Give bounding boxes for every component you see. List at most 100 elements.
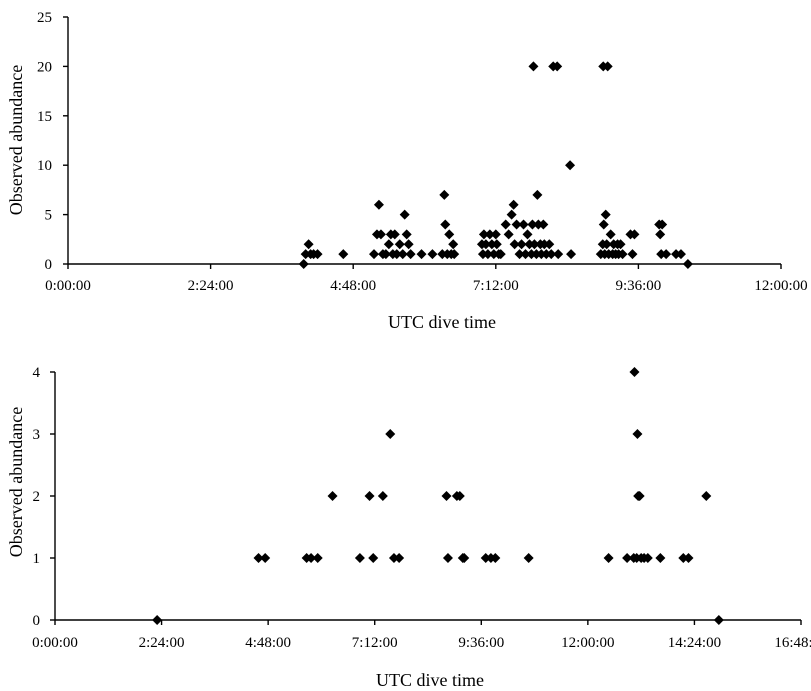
data-point [490, 553, 501, 563]
x-tick-label: 0:00:00 [45, 278, 91, 294]
x-tick-label: 12:00:00 [754, 278, 807, 294]
data-point [600, 209, 611, 220]
data-point [368, 553, 379, 563]
data-point [327, 491, 338, 501]
data-point [394, 553, 405, 563]
data-point [629, 367, 640, 377]
data-point [629, 229, 640, 240]
data-point [642, 553, 653, 563]
data-point [354, 553, 365, 563]
bottom-points [152, 367, 724, 625]
y-tick-label: 4 [33, 365, 41, 381]
data-point [380, 249, 391, 260]
x-tick-label: 9:36:00 [458, 635, 504, 651]
data-point [601, 239, 612, 250]
chart-bottom: 0 1 2 3 4 0:00:00 2:24:00 4:48:00 7:12:00 9:36:0… [6, 365, 811, 690]
data-point [306, 553, 317, 563]
x-tick-label: 9:36:00 [615, 278, 661, 294]
data-point [544, 239, 555, 250]
data-point [459, 553, 470, 563]
y-tick-label: 0 [45, 257, 53, 273]
data-point [441, 491, 452, 501]
data-point [678, 553, 689, 563]
y-tick-label: 20 [37, 59, 52, 75]
data-point [377, 491, 388, 501]
data-point [518, 219, 529, 230]
top-x-axis: 0:00:00 2:24:00 4:48:00 7:12:00 9:36:00 12:00… [45, 263, 808, 294]
data-point [675, 249, 686, 260]
data-point [442, 553, 453, 563]
x-tick-label: 14:24:00 [668, 635, 721, 651]
y-tick-label: 5 [45, 208, 53, 224]
x-tick-label: 7:12:00 [473, 278, 519, 294]
data-point [514, 249, 525, 260]
x-tick-label: 12:00:00 [561, 635, 614, 651]
data-point [427, 249, 438, 260]
y-tick-label: 0 [33, 613, 41, 629]
top-points [298, 61, 693, 269]
data-point [364, 491, 375, 501]
data-point [657, 219, 668, 230]
data-point [528, 61, 539, 72]
y-tick-label: 1 [33, 551, 41, 567]
data-point [440, 219, 451, 230]
data-point [448, 239, 459, 250]
data-point [253, 553, 264, 563]
data-point [605, 229, 616, 240]
x-tick-label: 0:00:00 [32, 635, 78, 651]
data-point [529, 239, 540, 250]
data-point [394, 239, 405, 250]
data-point [522, 229, 533, 240]
data-point [553, 249, 564, 260]
data-point [661, 249, 672, 260]
data-point [312, 553, 323, 563]
data-point [478, 229, 489, 240]
x-tick-label: 16:48:00 [774, 635, 811, 651]
data-point [532, 189, 543, 200]
bottom-y-axis: 0 1 2 3 4 [33, 365, 56, 629]
data-point [449, 249, 460, 260]
y-tick-label: 2 [33, 489, 41, 505]
data-point [538, 219, 549, 230]
data-point [260, 553, 271, 563]
data-point [509, 239, 520, 250]
data-point [385, 429, 396, 439]
data-point [368, 249, 379, 260]
data-point [508, 199, 519, 210]
data-point [500, 219, 511, 230]
data-point [375, 229, 386, 240]
data-point [383, 239, 394, 250]
data-point [338, 249, 349, 260]
data-point [632, 429, 643, 439]
data-point [527, 219, 538, 230]
data-point [602, 61, 613, 72]
chart-top: 0 5 10 15 20 25 0:00:00 2:24:00 4:48:00 7:12:00 9… [6, 10, 808, 332]
data-point [416, 249, 427, 260]
data-point [520, 249, 531, 260]
top-x-axis-title: UTC dive time [388, 312, 496, 332]
y-tick-label: 25 [37, 10, 52, 26]
data-point [298, 259, 309, 269]
data-point [303, 239, 314, 250]
x-tick-label: 2:24:00 [139, 635, 185, 651]
data-point [617, 249, 628, 260]
data-point [682, 259, 693, 269]
bottom-x-axis: 0:00:00 2:24:00 4:48:00 7:12:00 9:36:00 12:00… [32, 619, 811, 651]
data-point [516, 239, 527, 250]
x-tick-label: 7:12:00 [352, 635, 398, 651]
data-point [482, 249, 493, 260]
data-point [388, 553, 399, 563]
data-point [655, 553, 666, 563]
x-tick-label: 4:48:00 [245, 635, 291, 651]
y-tick-label: 10 [37, 158, 52, 174]
data-point [655, 229, 666, 240]
top-y-axis: 0 5 10 15 20 25 [37, 10, 69, 273]
data-point [627, 249, 638, 260]
data-point [683, 553, 694, 563]
data-point [389, 229, 400, 240]
data-point [495, 249, 506, 260]
data-point [713, 615, 724, 625]
data-point [480, 239, 491, 250]
data-point [598, 219, 609, 230]
